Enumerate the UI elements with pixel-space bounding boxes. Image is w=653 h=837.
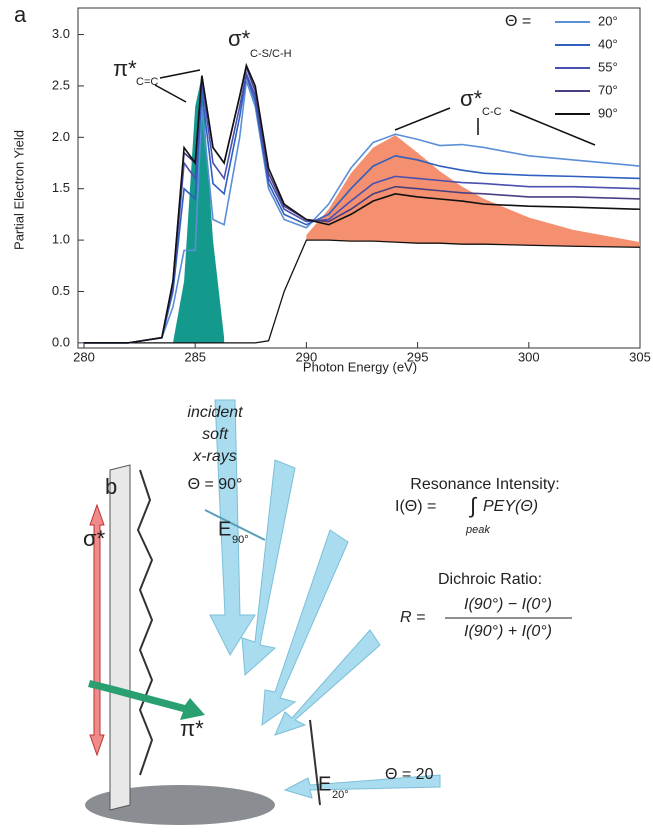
- y-tick-label: 0.5: [52, 283, 70, 298]
- resonance-title: Resonance Intensity:: [410, 476, 559, 493]
- resonance-rhs: PEY(Θ): [483, 498, 538, 515]
- sigma-arrow: [89, 503, 105, 757]
- polythiophene-chain: [136, 469, 154, 776]
- series-line: [84, 64, 641, 344]
- e90-sub: 90°: [232, 534, 249, 546]
- x-tick-label: 290: [296, 349, 318, 364]
- y-axis-label: Partial Electron Yield: [11, 130, 26, 250]
- annotation: π*: [113, 56, 137, 81]
- theta-20: Θ = 20: [385, 766, 434, 783]
- y-tick-label: 1.0: [52, 232, 70, 247]
- x-tick-label: 295: [407, 349, 429, 364]
- series-line: [84, 70, 641, 344]
- dichroic-num: I(90°) − I(0°): [464, 596, 552, 613]
- e20-vector: [309, 719, 321, 806]
- diagram: b incident soft x-rays Θ = 90° σ* π* E 9…: [83, 399, 572, 825]
- y-tick-label: 0.0: [52, 334, 70, 349]
- theta-90: Θ = 90°: [188, 476, 243, 493]
- pi-label: π*: [180, 716, 204, 741]
- panel-label: a: [14, 2, 27, 27]
- e90-vector: [204, 509, 266, 541]
- sigma-label: σ*: [83, 526, 106, 551]
- dichroic-title: Dichroic Ratio:: [438, 571, 542, 588]
- e20-sub: 20°: [332, 789, 349, 801]
- annotation-sub: C-S/C-H: [250, 48, 292, 60]
- area: [172, 75, 225, 343]
- y-tick-label: 2.5: [52, 77, 70, 92]
- chart: a Photon Energy (eV) Partial Electron Yi…: [11, 2, 651, 375]
- legend-title: Θ =: [505, 13, 531, 30]
- incident-text: soft: [202, 426, 228, 443]
- panel-label: b: [105, 474, 117, 499]
- legend-label: 70°: [598, 82, 618, 97]
- x-tick-label: 300: [518, 349, 540, 364]
- x-tick-label: 280: [73, 349, 95, 364]
- xray-arrows: [209, 399, 441, 799]
- dichroic-lhs: R =: [400, 609, 425, 626]
- x-tick-label: 285: [184, 349, 206, 364]
- incident-text: x-rays: [192, 448, 237, 465]
- molecule-plane: [109, 464, 131, 811]
- series-line: [84, 80, 641, 344]
- integral-sign: ∫: [468, 493, 478, 518]
- y-tick-label: 2.0: [52, 129, 70, 144]
- x-axis-label: Photon Energy (eV): [303, 359, 417, 374]
- pi-arrow: [88, 680, 205, 720]
- y-tick-label: 1.5: [52, 180, 70, 195]
- legend-label: 55°: [598, 59, 618, 74]
- series-line: [84, 62, 641, 344]
- annotation-sub: C=C: [136, 76, 158, 88]
- annotation: σ*: [228, 26, 251, 51]
- resonance-lhs: I(Θ) =: [395, 498, 436, 515]
- legend-label: 40°: [598, 36, 618, 51]
- substrate: [85, 785, 275, 825]
- annotation-arrows: [154, 69, 596, 146]
- e90-label: E: [218, 518, 231, 540]
- area: [306, 135, 640, 248]
- e20-label: E: [318, 773, 331, 795]
- x-tick-label: 305: [629, 349, 651, 364]
- series-line: [84, 75, 641, 344]
- incident-text: incident: [187, 404, 243, 421]
- dichroic-den: I(90°) + I(0°): [464, 623, 552, 640]
- y-tick-label: 3.0: [52, 26, 70, 41]
- annotation: σ*: [460, 86, 483, 111]
- legend-label: 90°: [598, 105, 618, 120]
- resonance-sub: peak: [465, 524, 490, 536]
- legend-label: 20°: [598, 13, 618, 28]
- edge-line: [84, 239, 641, 344]
- annotation-sub: C-C: [482, 106, 502, 118]
